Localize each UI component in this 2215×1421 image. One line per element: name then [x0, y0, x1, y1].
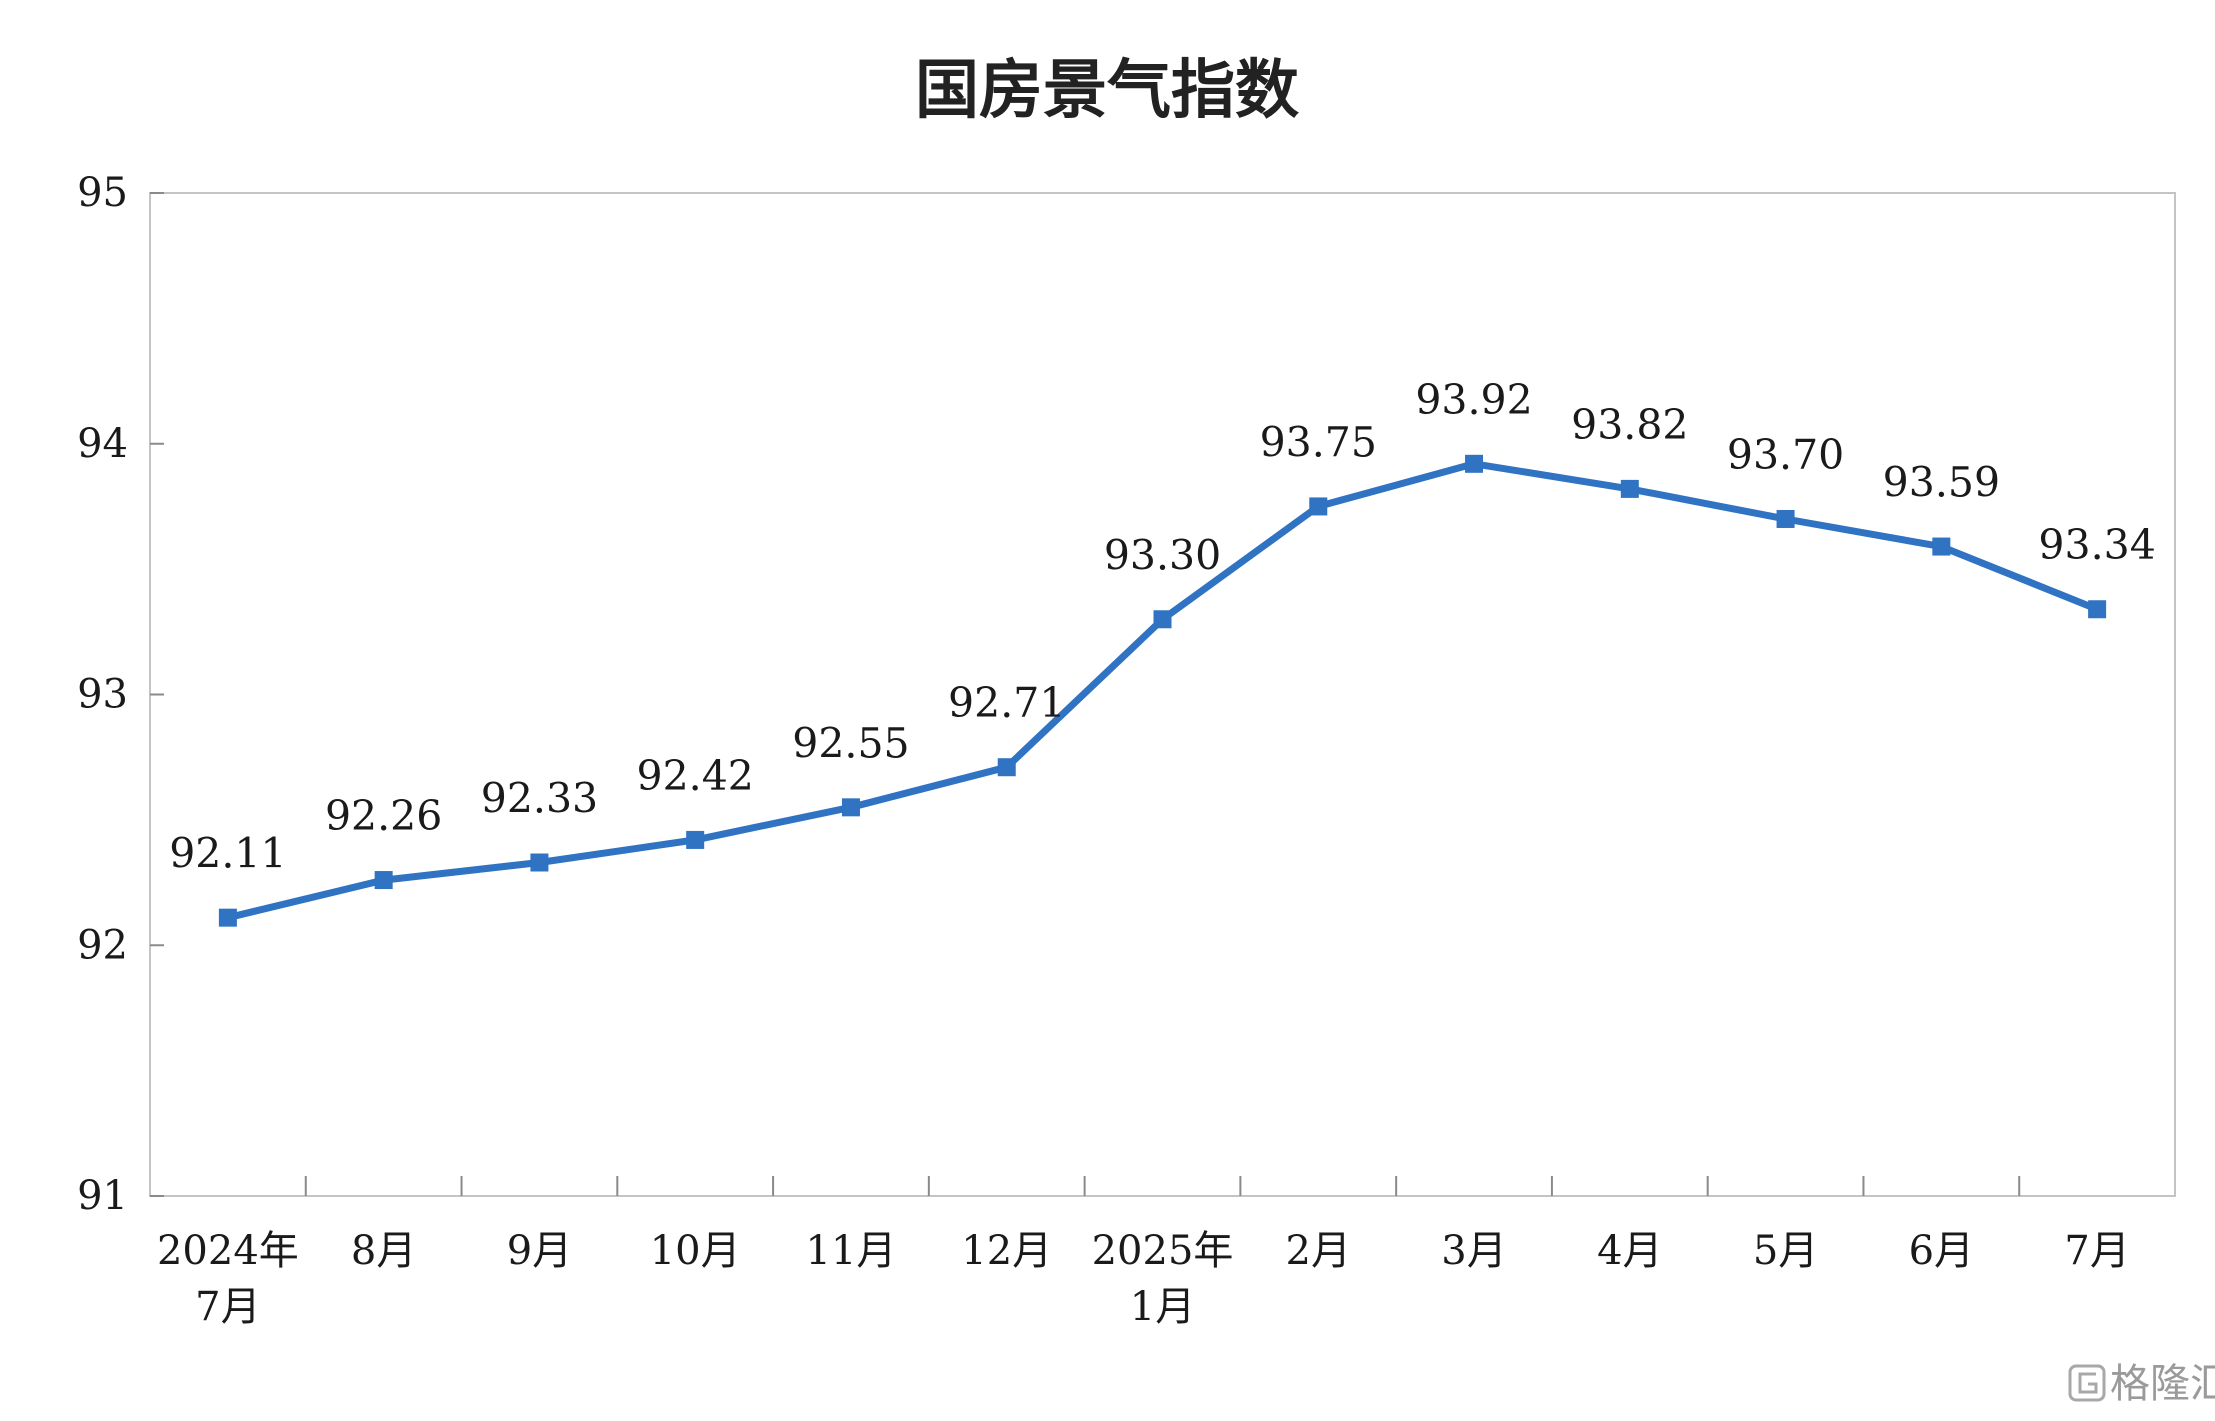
x-tick-label: 3月: [1441, 1228, 1506, 1274]
data-point-marker: [686, 830, 705, 849]
data-point-marker: [218, 908, 237, 927]
x-tick-label: 4月: [1597, 1228, 1662, 1274]
data-label: 93.30: [1104, 531, 1221, 579]
x-tick-label: 7月: [195, 1284, 260, 1330]
data-label: 92.71: [948, 679, 1065, 727]
chart-title: 国房景气指数: [915, 54, 1299, 128]
watermark-text: 格隆汇: [2110, 1361, 2215, 1407]
data-label: 92.26: [325, 792, 442, 840]
y-tick-label: 95: [77, 170, 128, 216]
x-tick-label: 6月: [1909, 1228, 1974, 1274]
x-tick-label: 10月: [650, 1228, 741, 1274]
x-tick-label: 1月: [1130, 1284, 1195, 1330]
x-tick-label: 2025年: [1092, 1228, 1234, 1274]
y-tick-label: 91: [77, 1173, 128, 1219]
data-label: 93.92: [1415, 376, 1532, 424]
x-tick-label: 2月: [1286, 1228, 1351, 1274]
data-label: 92.33: [481, 775, 598, 823]
data-point-marker: [530, 853, 549, 872]
y-tick-label: 92: [77, 922, 128, 968]
data-label: 92.42: [637, 752, 754, 800]
x-tick-label: 11月: [806, 1228, 897, 1274]
data-labels: 92.11 92.26 92.33 92.42 92.55 92.71 93.30 93.75…: [169, 376, 2156, 878]
data-point-marker: [1309, 497, 1328, 516]
series-markers: [218, 454, 2107, 927]
data-label: 93.34: [2038, 521, 2155, 569]
data-label: 93.59: [1883, 459, 2000, 507]
data-point-marker: [2088, 600, 2107, 619]
data-point-marker: [1465, 454, 1484, 473]
x-tick-label: 2024年: [157, 1228, 299, 1274]
data-label: 92.11: [169, 830, 286, 878]
data-point-marker: [374, 871, 393, 890]
x-tick-label: 5月: [1753, 1228, 1818, 1274]
data-label: 93.70: [1727, 431, 1844, 479]
data-label: 93.82: [1571, 401, 1688, 449]
y-tick-label: 94: [77, 421, 128, 467]
y-axis: 91 92 93 94 95: [77, 170, 164, 1219]
x-tick-label: 8月: [351, 1228, 416, 1274]
data-point-marker: [841, 798, 860, 817]
gelonghui-logo-icon: [2068, 1364, 2106, 1402]
data-point-marker: [1153, 610, 1172, 629]
data-label: 93.75: [1260, 418, 1377, 466]
watermark: 格隆汇: [2068, 1361, 2215, 1407]
data-point-marker: [1776, 509, 1795, 528]
data-point-marker: [997, 758, 1016, 777]
data-point-marker: [1620, 479, 1639, 498]
x-axis: 2024年 7月 8月 9月 10月 11月 12月 2025年 1月 2月 3月 4月 5月 6月 7月: [157, 1176, 2130, 1330]
plot-area-frame: [149, 192, 2176, 1197]
x-tick-label: 12月: [961, 1228, 1052, 1274]
data-label: 92.55: [792, 719, 909, 767]
x-tick-label: 9月: [507, 1228, 572, 1274]
y-tick-label: 93: [77, 672, 128, 718]
x-tick-label: 7月: [2064, 1228, 2129, 1274]
data-point-marker: [1932, 537, 1951, 556]
